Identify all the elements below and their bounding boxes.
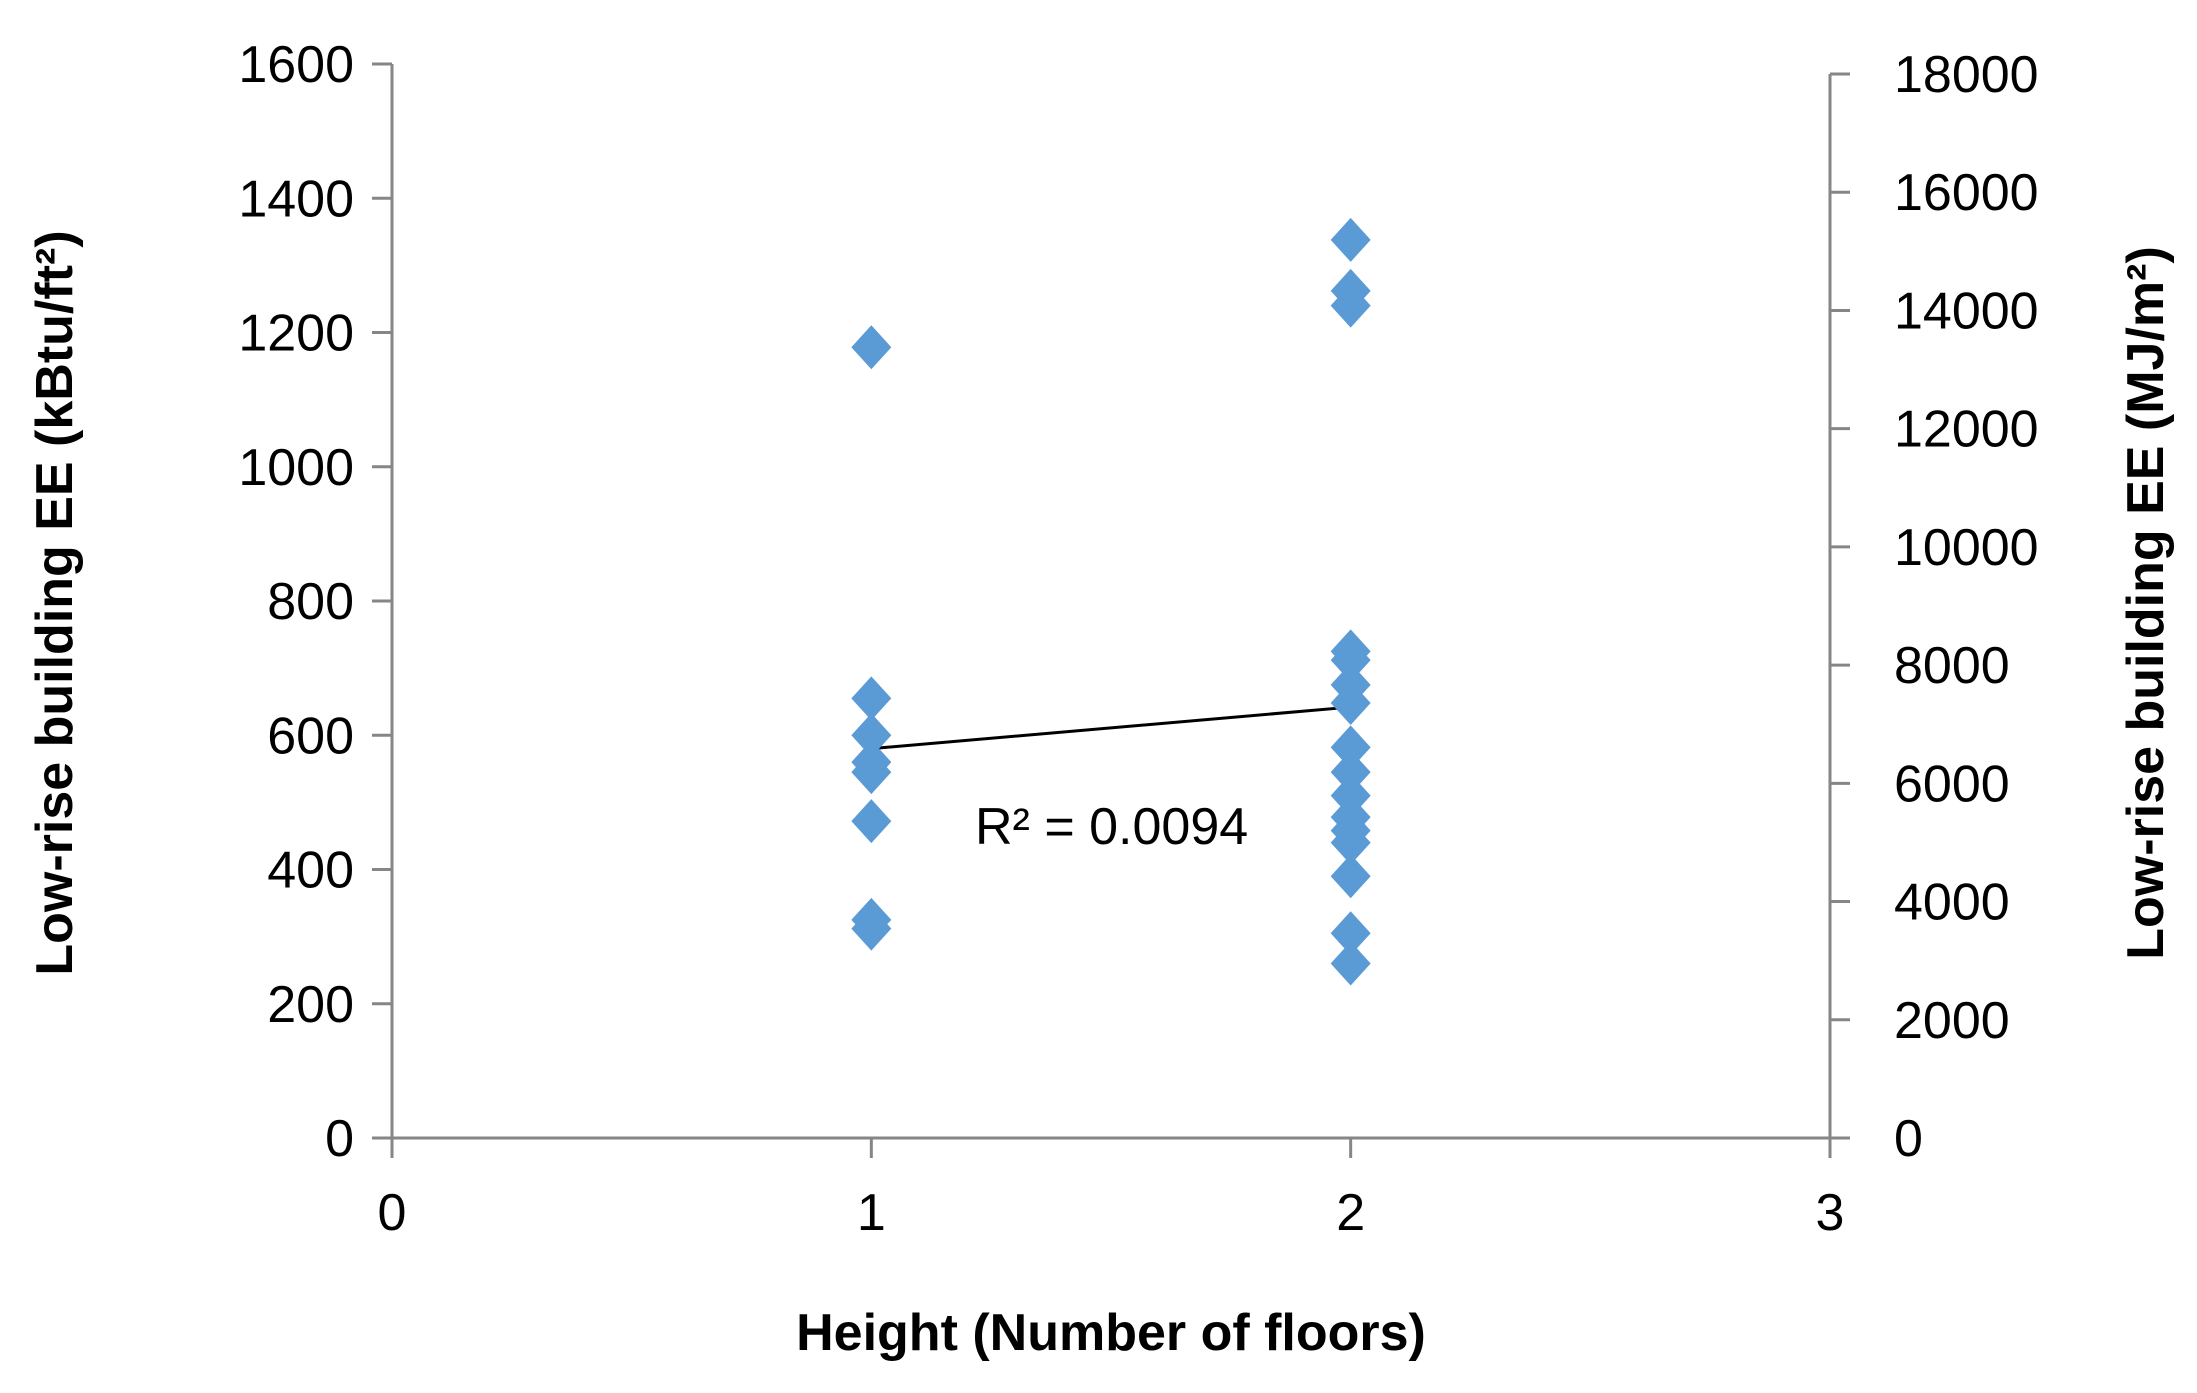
y-tick-label: 0 <box>325 1110 354 1168</box>
data-point <box>851 676 892 721</box>
x-tick-label: 1 <box>857 1184 886 1242</box>
y-tick-label: 600 <box>267 707 354 765</box>
y-tick-label: 1400 <box>238 170 354 228</box>
data-point <box>1330 820 1371 865</box>
x-tick-label: 0 <box>378 1184 407 1242</box>
x-axis-title: Height (Number of floors) <box>796 1304 1426 1362</box>
data-point <box>1330 941 1371 986</box>
data-point <box>851 906 892 951</box>
y-axis-title: Low-rise building EE (kBtu/ft²) <box>26 230 84 975</box>
data-point <box>1330 750 1371 795</box>
trendline-group <box>871 705 1351 751</box>
y-tick-label: 1600 <box>238 36 354 94</box>
axes-group <box>390 64 1832 1140</box>
y2-tick-label: 18000 <box>1894 46 2039 104</box>
y-tick-label: 800 <box>267 573 354 631</box>
data-point <box>851 713 892 758</box>
y2-tick-label: 16000 <box>1894 164 2039 222</box>
data-point <box>1330 283 1371 328</box>
data-point <box>851 750 892 795</box>
data-point <box>851 799 892 844</box>
y2-axis-title: Low-rise building EE (MJ/m²) <box>2117 246 2175 960</box>
data-point <box>851 325 892 370</box>
y2-tick-label: 12000 <box>1894 401 2039 459</box>
x-tick-label: 2 <box>1336 1184 1365 1242</box>
y2-tick-label: 4000 <box>1894 874 2010 932</box>
y2-tick-label: 2000 <box>1894 992 2010 1050</box>
data-point <box>1330 638 1371 683</box>
r-squared-annotation: R² = 0.0094 <box>975 798 1248 856</box>
data-point <box>1330 725 1371 770</box>
y2-tick-label: 10000 <box>1894 519 2039 577</box>
y2-tick-label: 14000 <box>1894 282 2039 340</box>
y-tick-label: 1200 <box>238 305 354 363</box>
trendline <box>871 705 1351 751</box>
y2-tick-label: 8000 <box>1894 637 2010 695</box>
data-point <box>1330 681 1371 726</box>
data-point <box>1330 217 1371 262</box>
x-tick-label: 3 <box>1816 1184 1845 1242</box>
ticks-group <box>372 62 1850 1158</box>
y-tick-label: 400 <box>267 842 354 900</box>
y2-tick-label: 6000 <box>1894 755 2010 813</box>
data-point <box>1330 911 1371 956</box>
data-points-group <box>851 217 1371 986</box>
y2-tick-label: 0 <box>1894 1110 1923 1168</box>
tick-labels-group: 0200400600800100012001400160002000400060… <box>238 36 2038 1242</box>
data-point <box>1330 854 1371 899</box>
y-tick-label: 200 <box>267 976 354 1034</box>
y-tick-label: 1000 <box>238 439 354 497</box>
